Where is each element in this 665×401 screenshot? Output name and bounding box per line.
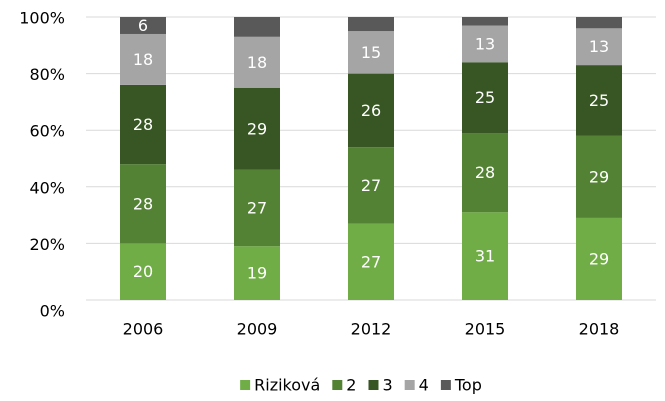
legend-label: Riziková: [254, 376, 320, 395]
bar-segment: [120, 84, 166, 165]
x-tick-label: 2006: [123, 320, 164, 339]
bar-segment: [462, 17, 508, 26]
bar-segment: [234, 169, 280, 247]
bar-segment: [120, 243, 166, 300]
legend-label: 3: [382, 376, 392, 395]
bar-segment: [348, 223, 394, 300]
legend-label: 2: [346, 376, 356, 395]
data-label: 31: [475, 247, 495, 266]
data-label: 26: [361, 101, 381, 120]
bar-segment: [576, 135, 622, 218]
bar-segment: [120, 17, 166, 34]
y-tick-label: 100%: [19, 9, 65, 28]
bar-segment: [234, 87, 280, 170]
x-tick-label: 2018: [579, 320, 620, 339]
x-tick-label: 2009: [237, 320, 278, 339]
data-label: 27: [361, 176, 381, 195]
data-label: 28: [133, 194, 153, 213]
data-label: 27: [361, 252, 381, 271]
y-tick-label: 60%: [29, 122, 65, 141]
x-tick-label: 2012: [351, 320, 392, 339]
data-label: 25: [589, 91, 609, 110]
y-tick-label: 80%: [29, 65, 65, 84]
bar-segment: [462, 133, 508, 213]
bar-segment: [348, 31, 394, 74]
bar-segment: [234, 36, 280, 88]
bar-segment: [576, 217, 622, 300]
bar-segment: [348, 73, 394, 148]
legend-swatch: [240, 380, 251, 390]
bar-segment: [462, 25, 508, 63]
y-tick-label: 0%: [40, 302, 65, 321]
data-label: 27: [247, 199, 267, 218]
data-label: 18: [133, 50, 153, 69]
data-label: 18: [247, 53, 267, 72]
bar-segment: [462, 62, 508, 134]
bar-segment: [576, 65, 622, 136]
bar-segment: [576, 17, 622, 29]
bar-segment: [120, 33, 166, 85]
bar-segment: [462, 212, 508, 300]
data-label: 28: [475, 163, 495, 182]
legend-swatch: [332, 380, 343, 390]
legend-label: Top: [454, 376, 482, 395]
data-label: 29: [589, 167, 609, 186]
data-label: 19: [247, 264, 267, 283]
data-label: 20: [133, 262, 153, 281]
legend-swatch: [440, 380, 451, 390]
bar-segment: [234, 246, 280, 300]
data-label: 15: [361, 43, 381, 62]
x-tick-label: 2015: [465, 320, 506, 339]
data-label: 28: [133, 115, 153, 134]
legend-swatch: [368, 380, 379, 390]
bar-segment: [234, 17, 280, 37]
data-label: 13: [475, 34, 495, 53]
bar-segment: [348, 17, 394, 32]
bar-segment: [120, 164, 166, 244]
data-label: 25: [475, 88, 495, 107]
data-label: 29: [247, 119, 267, 138]
bar-segment: [576, 28, 622, 66]
bar-segment: [348, 147, 394, 224]
legend-label: 4: [419, 376, 429, 395]
y-tick-label: 40%: [29, 178, 65, 197]
data-label: 13: [589, 37, 609, 56]
data-label: 29: [589, 249, 609, 268]
y-tick-label: 20%: [29, 235, 65, 254]
legend-swatch: [404, 380, 415, 390]
data-label: 6: [138, 16, 148, 35]
